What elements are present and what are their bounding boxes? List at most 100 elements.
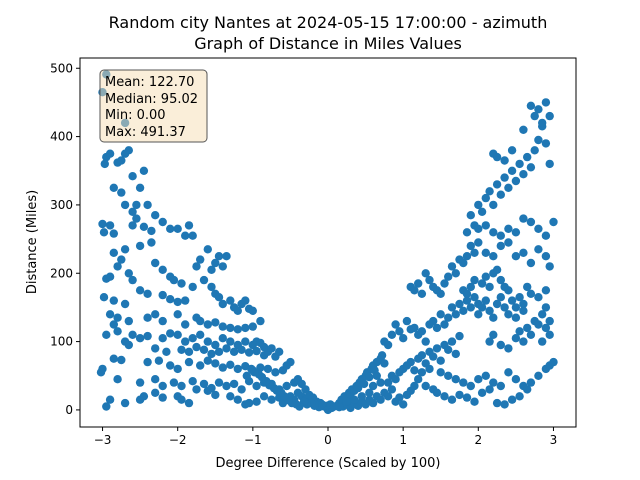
data-point [477,303,487,312]
y-tick-label: 300 [50,198,73,212]
data-point [177,345,186,354]
data-point [383,392,393,401]
data-point [143,289,152,298]
data-point [98,219,107,229]
data-point [383,340,393,350]
data-point [410,381,419,391]
data-point [181,296,190,305]
data-point [105,149,115,158]
data-point [166,329,175,338]
data-point [466,241,475,251]
data-point [229,379,239,389]
data-point [117,255,126,264]
data-point [504,344,513,353]
data-point [211,359,220,368]
data-point [481,371,490,380]
data-point [387,330,397,339]
data-point [474,224,483,233]
data-point [462,393,472,402]
data-point [222,344,231,353]
data-point [462,296,472,305]
points-layer [96,70,558,415]
data-point [541,231,551,240]
data-point [237,345,246,354]
data-point [492,299,502,309]
data-point [417,368,427,377]
data-point [545,159,554,169]
data-point [511,375,521,384]
x-tick-label: 2 [474,433,482,447]
data-point [135,183,145,192]
data-point [534,245,543,254]
data-point [151,388,160,397]
data-point [218,299,227,309]
data-point [368,398,378,408]
data-point [451,310,460,319]
data-point [214,293,224,302]
data-point [429,316,438,326]
data-point [391,320,400,329]
data-point [158,381,167,391]
data-point [135,286,145,295]
data-point [485,337,494,346]
data-point [226,323,235,333]
data-point [252,346,261,356]
stats-mean: Mean: 122.70 [105,75,194,90]
data-point [248,306,257,315]
x-tick-label: 1 [399,433,407,447]
data-point [496,381,505,391]
data-point [166,295,175,304]
data-point [128,330,137,339]
data-point [485,306,494,315]
data-point [184,398,194,408]
data-point [462,228,472,237]
data-point [541,286,551,295]
data-point [177,381,186,391]
data-point [500,303,509,312]
data-point [188,282,197,292]
data-point [481,221,490,230]
data-point [365,372,374,382]
data-point [534,371,543,380]
data-point [263,364,273,374]
data-point [410,323,419,333]
data-point [233,395,242,404]
y-axis: 0 100 200 300 400 500 [50,61,80,417]
data-point [242,371,251,380]
data-point [414,375,423,384]
data-point [173,310,182,319]
data-point [534,293,543,302]
data-point [515,392,524,401]
data-point [135,241,145,251]
data-point [383,378,393,387]
data-point [425,364,434,374]
data-point [252,381,261,391]
data-point [444,272,453,281]
data-point [519,214,528,223]
data-point [335,403,344,412]
data-point [252,397,261,406]
data-point [436,289,445,298]
data-point [511,228,521,237]
data-point [196,316,205,326]
data-point [387,385,397,394]
data-point [99,293,109,302]
data-point [147,238,156,247]
data-point [102,330,111,339]
data-point [519,306,528,315]
data-point [188,334,197,343]
data-point [368,381,378,391]
data-point [507,395,517,404]
data-point [489,378,498,387]
data-point [199,379,209,389]
data-point [139,222,149,231]
data-point [530,111,539,121]
data-point [489,200,498,210]
data-point [218,262,227,271]
data-point [218,334,227,343]
data-point [485,385,494,394]
data-point [526,101,536,111]
data-point [466,282,475,292]
data-point [113,262,122,271]
